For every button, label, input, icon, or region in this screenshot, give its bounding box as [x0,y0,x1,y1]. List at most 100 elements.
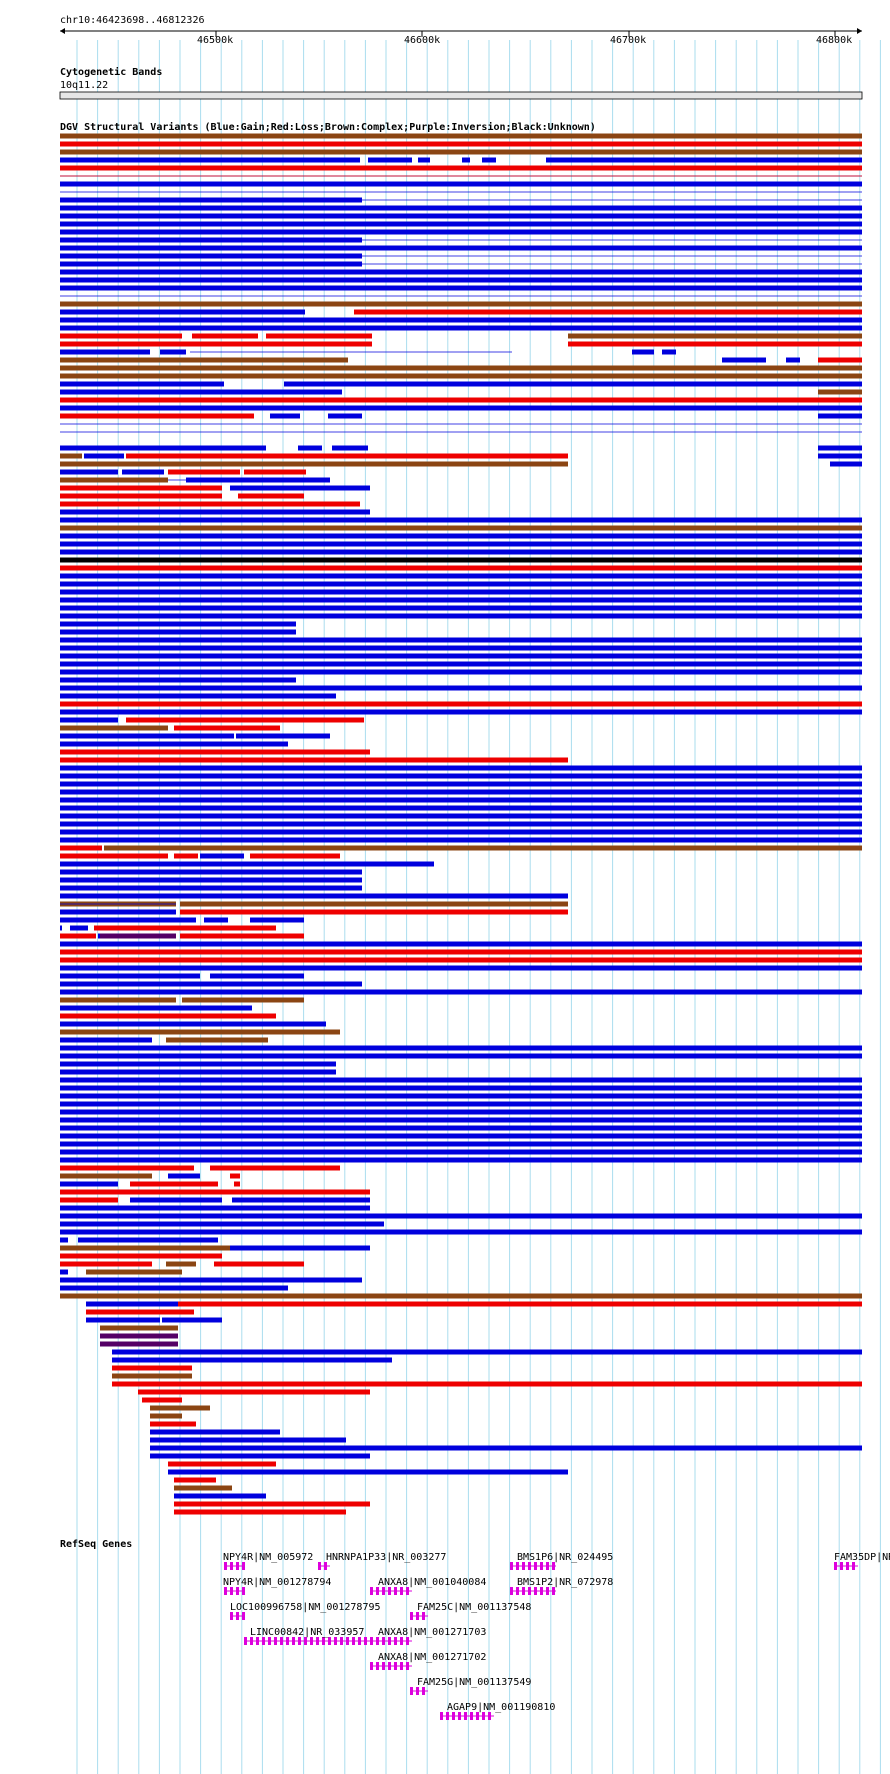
gene-label[interactable]: HNRNPA1P33|NR_003277 [326,1552,447,1563]
gain-variant [60,685,862,691]
gain-variant [60,709,862,715]
loss-variant [112,1381,862,1387]
complex-variant [60,477,168,483]
loss-variant [94,925,276,931]
gene-label[interactable]: LOC100996758|NM_001278795 [230,1602,381,1613]
gain-variant [60,781,862,787]
loss-variant [60,1197,118,1203]
gene-exon [406,1662,409,1670]
gain-variant [284,381,862,387]
gain-variant [60,1101,862,1107]
gene-exon [400,1637,403,1645]
gene-label[interactable]: BMS1P6|NR_024495 [517,1552,614,1563]
loss-variant [168,469,240,475]
gain-variant [60,829,862,835]
gene-exon [546,1587,549,1595]
gene-exon [242,1612,245,1620]
gain-variant [60,205,862,211]
gene-exon [322,1637,325,1645]
gene-exon [334,1637,337,1645]
gain-variant [86,1317,160,1323]
gain-variant [60,989,862,995]
refseq-track-title[interactable]: RefSeq Genes [60,1539,133,1550]
gene-label[interactable]: ANXA8|NM_001040084 [378,1577,487,1588]
loss-variant [86,1309,194,1315]
gain-variant [270,413,300,419]
loss-variant [60,757,568,763]
gene-exon [840,1562,843,1570]
complex-variant [166,1037,268,1043]
gene-label[interactable]: ANXA8|NM_001271703 [378,1627,487,1638]
loss-variant [60,501,360,507]
gain-variant [60,1085,862,1091]
gain-variant [60,213,862,219]
gain-variant [60,773,862,779]
loss-variant [130,1181,218,1187]
gain-variant [60,517,862,523]
gene-exon [552,1562,555,1570]
gain-variant [60,605,862,611]
gene-label[interactable]: AGAP9|NM_001190810 [447,1702,556,1713]
cytoband-bar [59,91,863,100]
ruler-tick-label: 46700k [610,35,647,46]
gain-variant [60,893,568,899]
gene-exon [534,1562,537,1570]
gain-variant [60,445,266,451]
gain-variant [250,917,304,923]
gain-variant [60,197,362,203]
gain-variant [60,1069,336,1075]
gain-variant [60,261,362,267]
complex-variant [60,373,862,379]
gene-exon [388,1587,391,1595]
unknown-variant [60,557,862,563]
gain-variant [60,549,862,555]
gene-exon [370,1637,373,1645]
gain-variant [60,693,336,699]
gain-variant [60,869,362,875]
inversion-variant [100,1341,178,1347]
gain-variant [60,645,862,651]
loss-variant [568,341,862,347]
gene-label[interactable]: ANXA8|NM_001271702 [378,1652,487,1663]
gene-label[interactable]: LINC00842|NR_033957 [250,1627,365,1638]
gain-variant [162,1317,222,1323]
gene-exon [346,1637,349,1645]
gain-variant [168,1469,568,1475]
gain-variant [332,445,368,451]
gene-exon [242,1587,245,1595]
gain-variant [60,1237,68,1243]
gain-variant [60,309,305,315]
gene-label[interactable]: FAM25C|NM_001137548 [417,1602,532,1613]
gene-exon [382,1662,385,1670]
region-label: chr10:46423698..46812326 [60,15,205,26]
gene-exon [370,1587,373,1595]
ruler-tick-label: 46800k [816,35,853,46]
gene-label[interactable]: NPY4R|NM_001278794 [223,1577,332,1588]
gene-exon [352,1637,355,1645]
complex-variant [100,1325,178,1331]
loss-variant [126,717,364,723]
gene-exon [394,1662,397,1670]
loss-variant [180,909,568,915]
complex-variant [60,461,568,467]
gene-label[interactable]: NPY4R|NM_005972 [223,1552,314,1563]
gene-exon [516,1562,519,1570]
loss-variant [818,357,862,363]
gene-label[interactable]: FAM35DP|NR [834,1552,890,1563]
gene-exon [224,1562,227,1570]
loss-variant [60,845,102,851]
gain-variant [60,837,862,843]
gene-exon [236,1612,239,1620]
gain-variant [462,157,470,163]
cytoband-track-title[interactable]: Cytogenetic Bands [60,67,163,78]
gain-variant [60,629,296,635]
gain-variant [818,453,862,459]
gene-exon [522,1587,525,1595]
gene-label[interactable]: FAM25G|NM_001137549 [417,1677,532,1688]
gene-label[interactable]: BMS1P2|NR_072978 [517,1577,614,1588]
gain-variant [174,1493,266,1499]
complex-variant [180,901,568,907]
gain-variant [60,813,862,819]
dgv-track-title[interactable]: DGV Structural Variants (Blue:Gain;Red:L… [60,122,596,133]
